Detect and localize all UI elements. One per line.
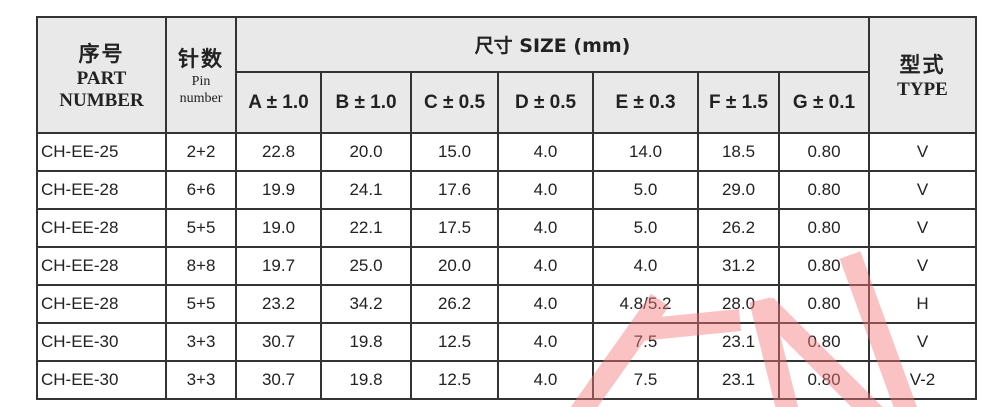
dim-b-cell: 19.8	[320, 322, 412, 362]
dim-b-cell: 19.8	[320, 360, 412, 400]
dim-e-cell: 7.5	[592, 360, 699, 400]
dim-a-cell: 30.7	[235, 360, 322, 400]
dim-g-cell: 0.80	[778, 132, 870, 172]
dim-e-cell: 4.0	[592, 246, 699, 286]
dim-f-cell: 18.5	[697, 132, 780, 172]
dim-e-cell: 7.5	[592, 322, 699, 362]
pin-count-cell: 3+3	[165, 360, 237, 400]
part-number-cell: CH-EE-28	[36, 284, 167, 324]
dim-c-cell: 12.5	[410, 322, 499, 362]
dim-d-cell: 4.0	[497, 208, 594, 248]
dim-d-cell: 4.0	[497, 284, 594, 324]
part-number-cell: CH-EE-28	[36, 208, 167, 248]
pin-en-label: Pin number	[179, 74, 223, 106]
dim-f-header: F ± 1.5	[697, 71, 780, 134]
pin-count-cell: 8+8	[165, 246, 237, 286]
dim-f-cell: 23.1	[697, 360, 780, 400]
table-row: CH-EE-30 3+3 30.7 19.8 12.5 4.0 7.5 23.1 0.80 V	[36, 322, 977, 362]
dim-c-cell: 15.0	[410, 132, 499, 172]
dim-g-cell: 0.80	[778, 246, 870, 286]
type-cell: V	[868, 170, 977, 210]
dim-d-cell: 4.0	[497, 170, 594, 210]
table-row: CH-EE-28 5+5 19.0 22.1 17.5 4.0 5.0 26.2 0.80 V	[36, 208, 977, 248]
dim-f-cell: 28.0	[697, 284, 780, 324]
type-cell: V-2	[868, 360, 977, 400]
dim-b-cell: 24.1	[320, 170, 412, 210]
dim-e-cell: 5.0	[592, 170, 699, 210]
dim-a-cell: 19.0	[235, 208, 322, 248]
type-en-label: TYPE	[897, 79, 948, 100]
dim-g-cell: 0.80	[778, 284, 870, 324]
dim-b-cell: 25.0	[320, 246, 412, 286]
dim-a-header: A ± 1.0	[235, 71, 322, 134]
dim-c-cell: 20.0	[410, 246, 499, 286]
table-row: CH-EE-28 5+5 23.2 34.2 26.2 4.0 4.8/5.2 28.0 0.8…	[36, 284, 977, 324]
table-row: CH-EE-28 8+8 19.7 25.0 20.0 4.0 4.0 31.2 0.80 V	[36, 246, 977, 286]
part-en-label: PART NUMBER	[59, 68, 144, 111]
pin-cn-label: 针数	[178, 47, 224, 71]
dim-b-cell: 34.2	[320, 284, 412, 324]
type-cn-label: 型式	[899, 53, 946, 77]
dim-d-cell: 4.0	[497, 132, 594, 172]
dim-d-header: D ± 0.5	[497, 71, 594, 134]
dim-c-header: C ± 0.5	[410, 71, 499, 134]
type-header: 型式 TYPE	[868, 16, 977, 134]
dim-e-cell: 4.8/5.2	[592, 284, 699, 324]
dim-e-cell: 14.0	[592, 132, 699, 172]
dim-c-cell: 12.5	[410, 360, 499, 400]
dim-c-cell: 17.5	[410, 208, 499, 248]
dim-b-cell: 22.1	[320, 208, 412, 248]
dim-d-cell: 4.0	[497, 246, 594, 286]
pin-count-cell: 5+5	[165, 284, 237, 324]
dim-f-cell: 26.2	[697, 208, 780, 248]
dim-g-cell: 0.80	[778, 208, 870, 248]
part-number-cell: CH-EE-30	[36, 360, 167, 400]
part-number-cell: CH-EE-28	[36, 170, 167, 210]
part-number-cell: CH-EE-30	[36, 322, 167, 362]
pin-count-cell: 2+2	[165, 132, 237, 172]
size-header: 尺寸 SIZE (mm)	[235, 16, 870, 73]
pin-count-cell: 3+3	[165, 322, 237, 362]
dim-d-cell: 4.0	[497, 360, 594, 400]
dim-g-header: G ± 0.1	[778, 71, 870, 134]
table-row: CH-EE-28 6+6 19.9 24.1 17.6 4.0 5.0 29.0 0.80 V	[36, 170, 977, 210]
dim-e-cell: 5.0	[592, 208, 699, 248]
dim-g-cell: 0.80	[778, 322, 870, 362]
dim-d-cell: 4.0	[497, 322, 594, 362]
pin-count-cell: 5+5	[165, 208, 237, 248]
dim-f-cell: 29.0	[697, 170, 780, 210]
dim-f-cell: 31.2	[697, 246, 780, 286]
dim-a-cell: 19.7	[235, 246, 322, 286]
dim-g-cell: 0.80	[778, 360, 870, 400]
pin-header: 针数 Pin number	[165, 16, 237, 134]
dim-a-cell: 19.9	[235, 170, 322, 210]
table-row: CH-EE-30 3+3 30.7 19.8 12.5 4.0 7.5 23.1 0.80 V-2	[36, 360, 977, 400]
part-number-cell: CH-EE-28	[36, 246, 167, 286]
part-number-header: 序号 PART NUMBER	[36, 16, 167, 134]
pin-count-cell: 6+6	[165, 170, 237, 210]
part-cn-label: 序号	[78, 42, 125, 66]
type-cell: V	[868, 208, 977, 248]
type-cell: V	[868, 132, 977, 172]
dim-c-cell: 26.2	[410, 284, 499, 324]
dim-c-cell: 17.6	[410, 170, 499, 210]
part-number-cell: CH-EE-25	[36, 132, 167, 172]
dim-a-cell: 30.7	[235, 322, 322, 362]
dim-a-cell: 22.8	[235, 132, 322, 172]
type-cell: V	[868, 322, 977, 362]
type-cell: H	[868, 284, 977, 324]
dim-b-cell: 20.0	[320, 132, 412, 172]
spec-table: 序号 PART NUMBER 针数 Pin number 尺寸 SIZE (mm…	[36, 16, 977, 400]
dim-g-cell: 0.80	[778, 170, 870, 210]
dim-e-header: E ± 0.3	[592, 71, 699, 134]
type-cell: V	[868, 246, 977, 286]
dim-a-cell: 23.2	[235, 284, 322, 324]
dim-f-cell: 23.1	[697, 322, 780, 362]
table-row: CH-EE-25 2+2 22.8 20.0 15.0 4.0 14.0 18.5 0.80 V	[36, 132, 977, 172]
dim-b-header: B ± 1.0	[320, 71, 412, 134]
